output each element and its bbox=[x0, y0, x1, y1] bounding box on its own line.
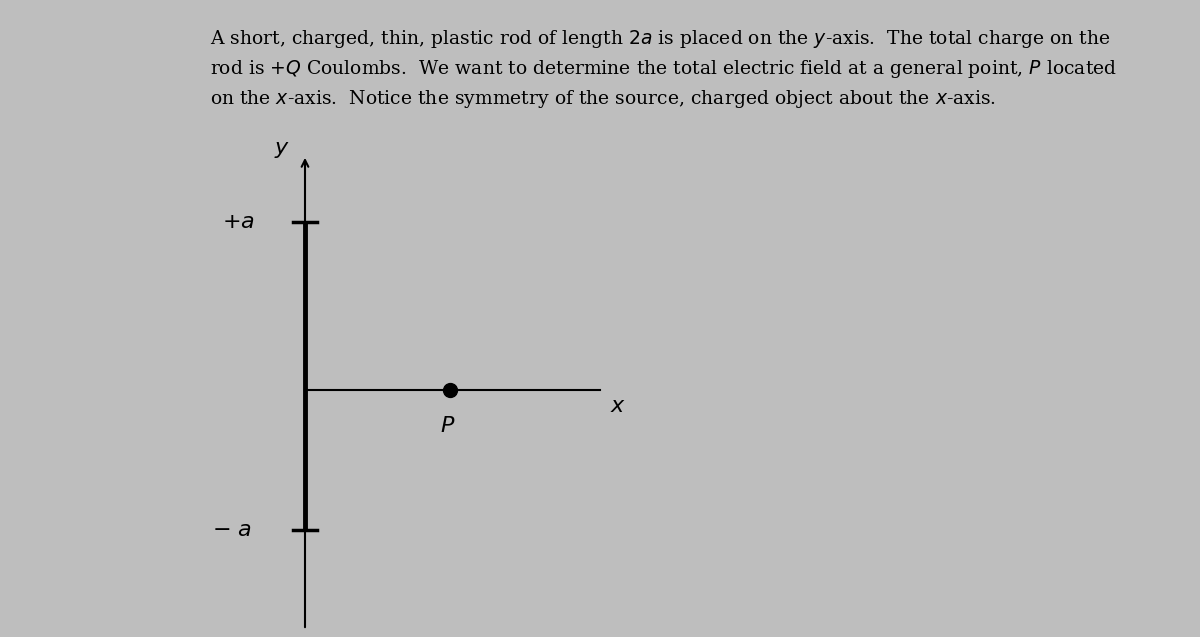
Text: A short, charged, thin, plastic rod of length $2a$ is placed on the $y$-axis.  T: A short, charged, thin, plastic rod of l… bbox=[210, 28, 1111, 50]
Text: $+a$: $+a$ bbox=[222, 211, 256, 233]
Text: $P$: $P$ bbox=[440, 415, 456, 437]
Text: rod is $+Q$ Coulombs.  We want to determine the total electric field at a genera: rod is $+Q$ Coulombs. We want to determi… bbox=[210, 58, 1117, 80]
Text: $y$: $y$ bbox=[274, 138, 290, 160]
Text: $x$: $x$ bbox=[610, 395, 626, 417]
Text: on the $x$-axis.  Notice the symmetry of the source, charged object about the $x: on the $x$-axis. Notice the symmetry of … bbox=[210, 88, 996, 110]
Text: $-\ a$: $-\ a$ bbox=[212, 519, 252, 541]
